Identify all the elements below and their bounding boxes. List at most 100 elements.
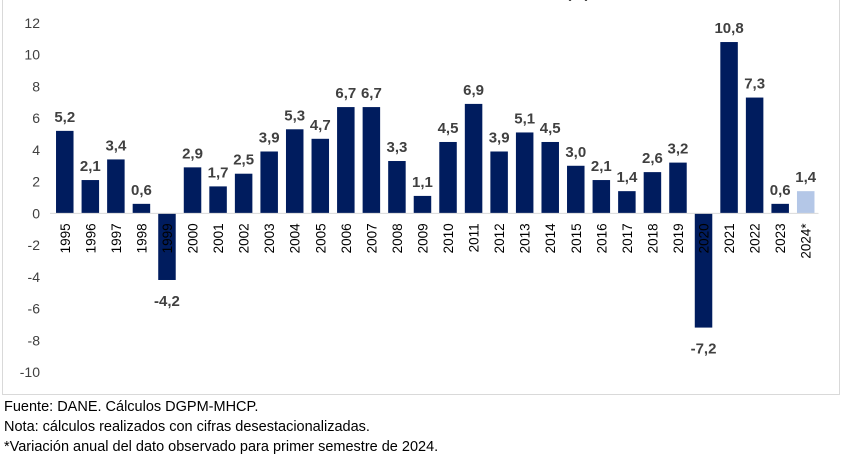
data-label: 2,6 <box>642 150 663 167</box>
data-label: 7,3 <box>744 76 765 93</box>
bar <box>771 203 789 214</box>
bar <box>209 186 227 214</box>
x-tick-label: 2009 <box>415 223 430 253</box>
bar <box>490 151 508 214</box>
bar <box>515 132 534 214</box>
bar <box>413 195 432 214</box>
x-tick-label: 2003 <box>262 223 277 253</box>
data-label: 3,2 <box>668 141 689 158</box>
bar <box>694 213 713 328</box>
y-tick-label: 12 <box>24 15 40 31</box>
bar <box>567 165 585 214</box>
y-tick-label: 8 <box>32 78 40 94</box>
y-tick-label: -10 <box>20 364 40 380</box>
data-label: 3,3 <box>386 139 407 156</box>
data-label: 10,8 <box>714 20 743 37</box>
chart-title: (%) <box>566 0 589 2</box>
bar <box>541 141 559 214</box>
bar <box>311 138 330 214</box>
x-tick-label: 2005 <box>313 223 328 253</box>
bar <box>158 213 176 280</box>
x-tick-label: 2019 <box>671 223 686 253</box>
bar <box>669 162 687 214</box>
x-tick-label: 2024* <box>799 223 814 259</box>
data-label: 4,7 <box>310 117 331 134</box>
data-label: 6,9 <box>463 82 484 99</box>
x-tick-label: 1995 <box>58 223 73 253</box>
bar <box>337 107 355 214</box>
bar <box>183 167 202 214</box>
bar <box>107 159 125 214</box>
x-tick-label: 2013 <box>518 223 533 253</box>
bar <box>81 180 100 214</box>
data-label: 6,7 <box>335 85 356 102</box>
bars <box>56 42 815 328</box>
data-label: 6,7 <box>361 85 382 102</box>
x-tick-label: 2014 <box>543 223 558 254</box>
data-label: -7,2 <box>691 341 717 358</box>
data-label: 5,1 <box>514 110 535 127</box>
x-tick-label: 2008 <box>390 223 405 253</box>
bar <box>388 161 406 214</box>
x-tick-label: 2015 <box>569 223 584 253</box>
data-label: 2,1 <box>80 158 101 175</box>
bar <box>796 191 815 214</box>
data-label: 4,5 <box>438 120 459 137</box>
data-label: 0,6 <box>770 182 791 199</box>
data-label: 2,5 <box>233 152 254 169</box>
data-labels: 5,22,13,40,6-4,22,91,72,53,95,34,76,7 6,7… <box>54 20 816 358</box>
y-tick-label: 0 <box>32 205 40 221</box>
y-tick-label: -6 <box>28 301 41 317</box>
x-tick-label: 2023 <box>773 223 788 253</box>
y-tick-label: -8 <box>28 332 41 348</box>
data-label: 5,2 <box>54 109 75 126</box>
bar <box>643 172 662 214</box>
data-label: 3,9 <box>259 129 280 146</box>
bar <box>439 141 457 214</box>
x-tick-label: 2018 <box>645 223 660 253</box>
source-note: Fuente: DANE. Cálculos DGPM-MHCP. <box>4 399 259 415</box>
x-tick-label: 2011 <box>467 223 482 252</box>
y-tick-label: 2 <box>32 174 40 190</box>
y-axis: 12 10 8 6 4 2 0 -2 -4 -6 -8 -10 <box>20 15 40 380</box>
data-label: 1,1 <box>412 174 433 191</box>
bar <box>618 191 636 214</box>
x-tick-label: 2002 <box>237 223 252 253</box>
x-tick-label: 2007 <box>364 223 379 253</box>
data-label: 1,7 <box>208 164 229 181</box>
data-label: 1,4 <box>795 169 817 186</box>
bar <box>464 103 483 214</box>
y-tick-label: 4 <box>32 142 40 158</box>
data-label: 3,9 <box>489 129 510 146</box>
bar <box>285 129 304 214</box>
y-tick-label: 6 <box>32 110 40 126</box>
footnote: *Variación anual del dato observado para… <box>4 439 439 455</box>
x-tick-label: 2016 <box>594 223 609 253</box>
method-note: Nota: cálculos realizados con cifras des… <box>4 419 370 435</box>
x-tick-label: 2001 <box>211 223 226 253</box>
x-tick-label: 1999 <box>160 223 175 253</box>
x-tick-label: 2012 <box>492 223 507 253</box>
x-axis-labels: 1995 1996 1997 1998 1999 2000 2001 2002 2003 2004… <box>58 223 814 259</box>
y-tick-label: 10 <box>24 47 40 63</box>
data-label: -4,2 <box>154 293 180 310</box>
x-tick-label: 1996 <box>83 223 98 253</box>
bar <box>720 42 738 214</box>
x-tick-label: 2021 <box>722 223 737 253</box>
bar <box>592 180 611 214</box>
x-tick-label: 2000 <box>186 223 201 253</box>
y-tick-label: -2 <box>28 237 41 253</box>
chart-notes: Fuente: DANE. Cálculos DGPM-MHCP. Nota: … <box>4 397 438 457</box>
chart-frame <box>2 0 840 395</box>
data-label: 3,0 <box>565 144 586 161</box>
x-tick-label: 2010 <box>441 223 456 253</box>
bar <box>132 203 151 214</box>
x-tick-label: 2006 <box>339 223 354 253</box>
data-label: 1,4 <box>616 169 638 186</box>
bar <box>260 151 278 214</box>
x-tick-label: 2004 <box>288 223 303 254</box>
bar <box>234 173 253 214</box>
x-tick-label: 2017 <box>620 223 635 253</box>
x-tick-label: 1998 <box>134 223 149 253</box>
